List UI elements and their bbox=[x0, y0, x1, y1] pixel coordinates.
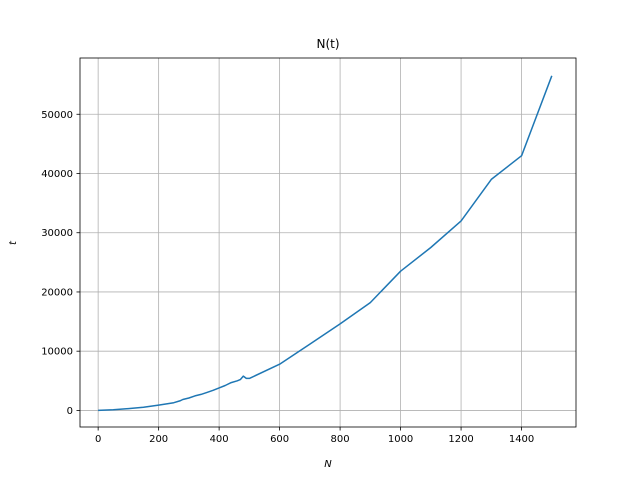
plot-frame bbox=[79, 57, 577, 428]
y-tick-label: 50000 bbox=[41, 110, 73, 121]
y-tick-label: 20000 bbox=[41, 287, 73, 298]
x-tick-label: 800 bbox=[331, 434, 350, 445]
y-tick-label: 10000 bbox=[41, 347, 73, 358]
x-tick-label: 200 bbox=[149, 434, 168, 445]
x-tick-label: 1400 bbox=[509, 434, 534, 445]
x-tick-label: 600 bbox=[270, 434, 289, 445]
plot-area bbox=[98, 75, 553, 412]
grid bbox=[80, 58, 576, 427]
x-axis-label: N bbox=[324, 459, 332, 470]
y-tick-label: 0 bbox=[67, 406, 73, 417]
x-axis: 0 200 400 600 800 1000 1200 1400 bbox=[95, 427, 534, 445]
y-tick-label: 30000 bbox=[41, 228, 73, 239]
chart-title: N(t) bbox=[316, 37, 339, 51]
x-tick-label: 1200 bbox=[448, 434, 473, 445]
y-axis-label: t bbox=[8, 240, 19, 245]
series-line bbox=[98, 75, 553, 412]
x-tick-label: 400 bbox=[210, 434, 229, 445]
x-tick-label: 1000 bbox=[388, 434, 413, 445]
y-tick-label: 40000 bbox=[41, 169, 73, 180]
y-axis: 0 10000 20000 30000 40000 50000 bbox=[41, 110, 80, 417]
x-tick-label: 0 bbox=[95, 434, 101, 445]
